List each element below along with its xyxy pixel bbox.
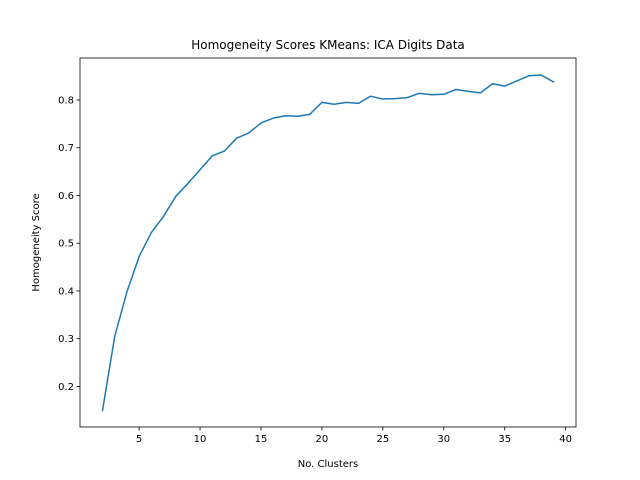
series-line: [101, 74, 555, 412]
data-point: [138, 255, 140, 258]
data-point: [236, 137, 238, 139]
data-point: [394, 97, 396, 100]
data-point: [223, 150, 226, 152]
data-point: [296, 115, 299, 117]
data-point: [540, 74, 542, 76]
data-point: [418, 92, 420, 94]
y-tick-label: 0.2: [58, 382, 74, 393]
data-point: [467, 90, 469, 93]
plot-frame: [79, 57, 577, 428]
data-point: [150, 232, 152, 234]
y-tick-label: 0.8: [58, 96, 74, 107]
data-point: [272, 117, 274, 119]
data-point: [455, 88, 457, 91]
x-tick-label: 35: [498, 434, 511, 445]
data-point: [345, 101, 347, 103]
x-axis-label: No. Clusters: [298, 459, 358, 470]
data-point: [357, 102, 360, 104]
y-tick-label: 0.4: [58, 286, 74, 297]
data-point: [175, 195, 177, 198]
data-point: [516, 80, 518, 82]
data-point: [406, 97, 408, 99]
y-tick-label: 0.3: [58, 334, 74, 345]
x-tick-label: 10: [194, 434, 207, 445]
data-point: [430, 94, 433, 96]
data-point: [504, 85, 506, 87]
data-point: [211, 155, 213, 157]
data-point: [101, 409, 104, 411]
x-axis: 5 10 15 20 25 30 35 40: [136, 427, 572, 445]
data-point: [370, 95, 372, 97]
data-point: [479, 92, 481, 94]
data-point: [333, 103, 335, 105]
y-tick-label: 0.6: [58, 191, 74, 202]
data-point: [162, 215, 165, 218]
data-point: [528, 75, 530, 77]
x-tick-label: 15: [255, 434, 268, 445]
y-tick-label: 0.5: [58, 239, 74, 250]
data-point: [248, 132, 250, 134]
data-point: [126, 291, 128, 293]
x-tick-label: 5: [136, 434, 142, 445]
y-tick-label: 0.7: [58, 143, 74, 154]
y-axis: 0.2 0.3 0.4 0.5 0.6 0.7 0.8: [58, 96, 80, 393]
x-tick-label: 30: [437, 434, 450, 445]
data-point: [284, 115, 286, 117]
y-axis-label: Homogeneity Score: [31, 193, 42, 291]
data-point: [443, 93, 445, 95]
data-point: [260, 122, 262, 124]
data-point: [321, 101, 323, 103]
plot-area: [101, 74, 555, 412]
data-point: [491, 83, 494, 85]
x-tick-label: 40: [559, 434, 572, 445]
data-point: [309, 113, 311, 115]
data-point: [382, 98, 384, 100]
data-point: [552, 81, 555, 83]
x-tick-label: 25: [376, 434, 389, 445]
chart-title: Homogeneity Scores KMeans: ICA Digits Da…: [191, 38, 465, 52]
data-point: [114, 335, 116, 337]
data-point: [187, 182, 189, 185]
x-tick-label: 20: [316, 434, 329, 445]
data-point: [199, 169, 201, 171]
